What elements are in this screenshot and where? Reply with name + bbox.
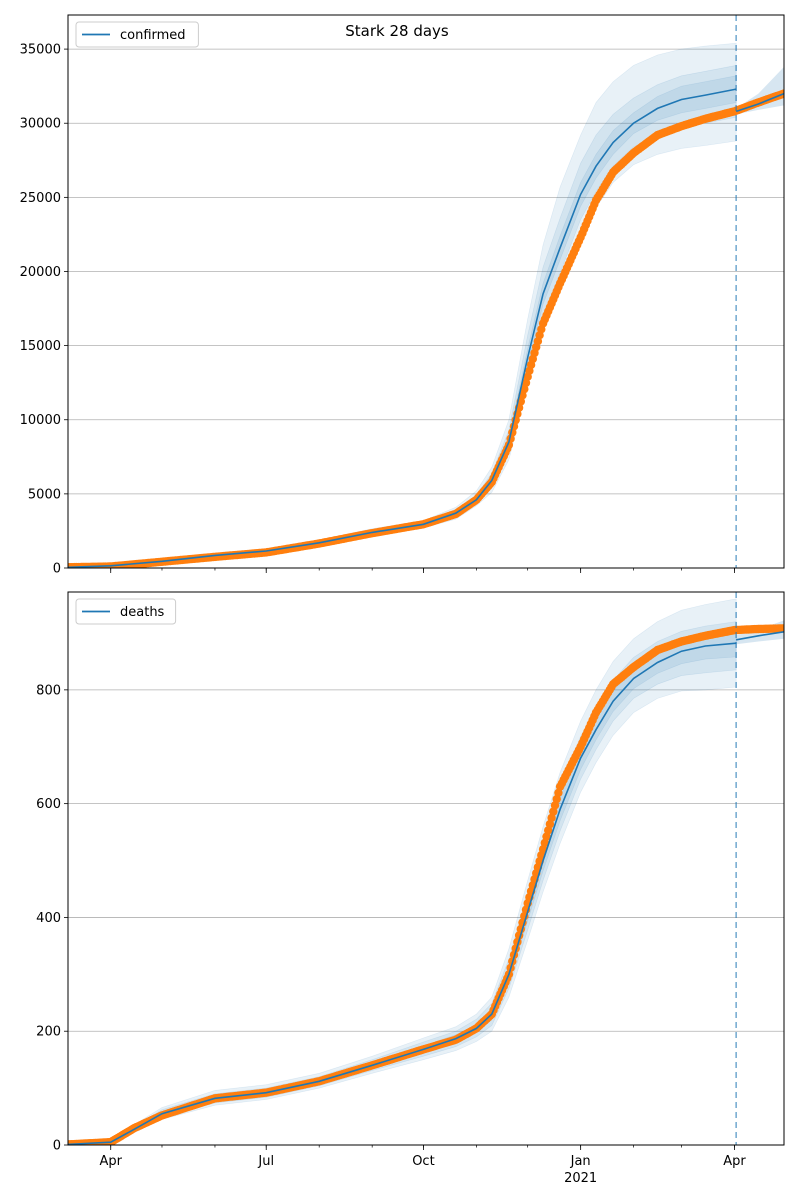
y-tick-label: 25000	[20, 191, 61, 206]
observed-point	[779, 624, 784, 633]
x-tick-label: Oct	[412, 1154, 434, 1169]
y-tick-label: 400	[36, 911, 61, 926]
observed-point	[552, 794, 561, 804]
model-line	[68, 642, 737, 1145]
axes-frame	[67, 591, 785, 1146]
x-tick-label: Apr	[723, 1154, 746, 1169]
legend-label: deaths	[120, 605, 165, 620]
observed-series	[68, 89, 784, 568]
axes-frame	[67, 14, 785, 569]
observed-point	[544, 826, 553, 835]
observed-series	[68, 624, 784, 1145]
uncertainty-band-2	[68, 621, 737, 1145]
plot-area	[68, 42, 784, 568]
y-tick-label: 200	[36, 1025, 61, 1040]
y-tick-label: 0	[53, 562, 61, 577]
observed-point	[538, 845, 548, 854]
y-tick-label: 20000	[20, 265, 61, 280]
y-tick-label: 15000	[20, 339, 61, 354]
x-tick-label: Jul	[257, 1154, 274, 1169]
x-tick-sublabel: 2021	[564, 1171, 597, 1186]
y-tick-label: 5000	[28, 487, 61, 502]
y-tick-label: 0	[53, 1139, 61, 1154]
legend-box	[75, 598, 177, 625]
observed-point	[549, 807, 558, 816]
legend-box	[75, 21, 199, 48]
observed-point	[540, 838, 549, 848]
panel-deaths: 0 200 400 600 800 Apr Jul Oct Jan 2021 Apr deaths	[36, 591, 785, 1186]
y-tick-label: 10000	[20, 413, 61, 428]
y-tick-label: 800	[36, 683, 61, 698]
y-tick-label: 30000	[20, 117, 61, 132]
model-line	[68, 88, 737, 568]
legend: confirmed	[75, 21, 199, 48]
x-tick-label: Jan	[570, 1154, 591, 1169]
x-tick-label: Apr	[99, 1154, 122, 1169]
forecast-line	[736, 631, 784, 641]
observed-point	[547, 813, 556, 823]
legend: deaths	[75, 598, 177, 625]
y-tick-label: 35000	[20, 43, 61, 58]
forecast-line	[735, 92, 784, 113]
panel-confirmed: 0 5000 10000 15000 20000 25000 30000 35000 confi…	[20, 14, 785, 577]
plot-area	[68, 598, 784, 1145]
figure-title: Stark 28 days	[345, 22, 449, 40]
y-tick-label: 600	[36, 797, 61, 812]
uncertainty-band-2	[68, 65, 737, 568]
legend-label: confirmed	[120, 28, 186, 43]
